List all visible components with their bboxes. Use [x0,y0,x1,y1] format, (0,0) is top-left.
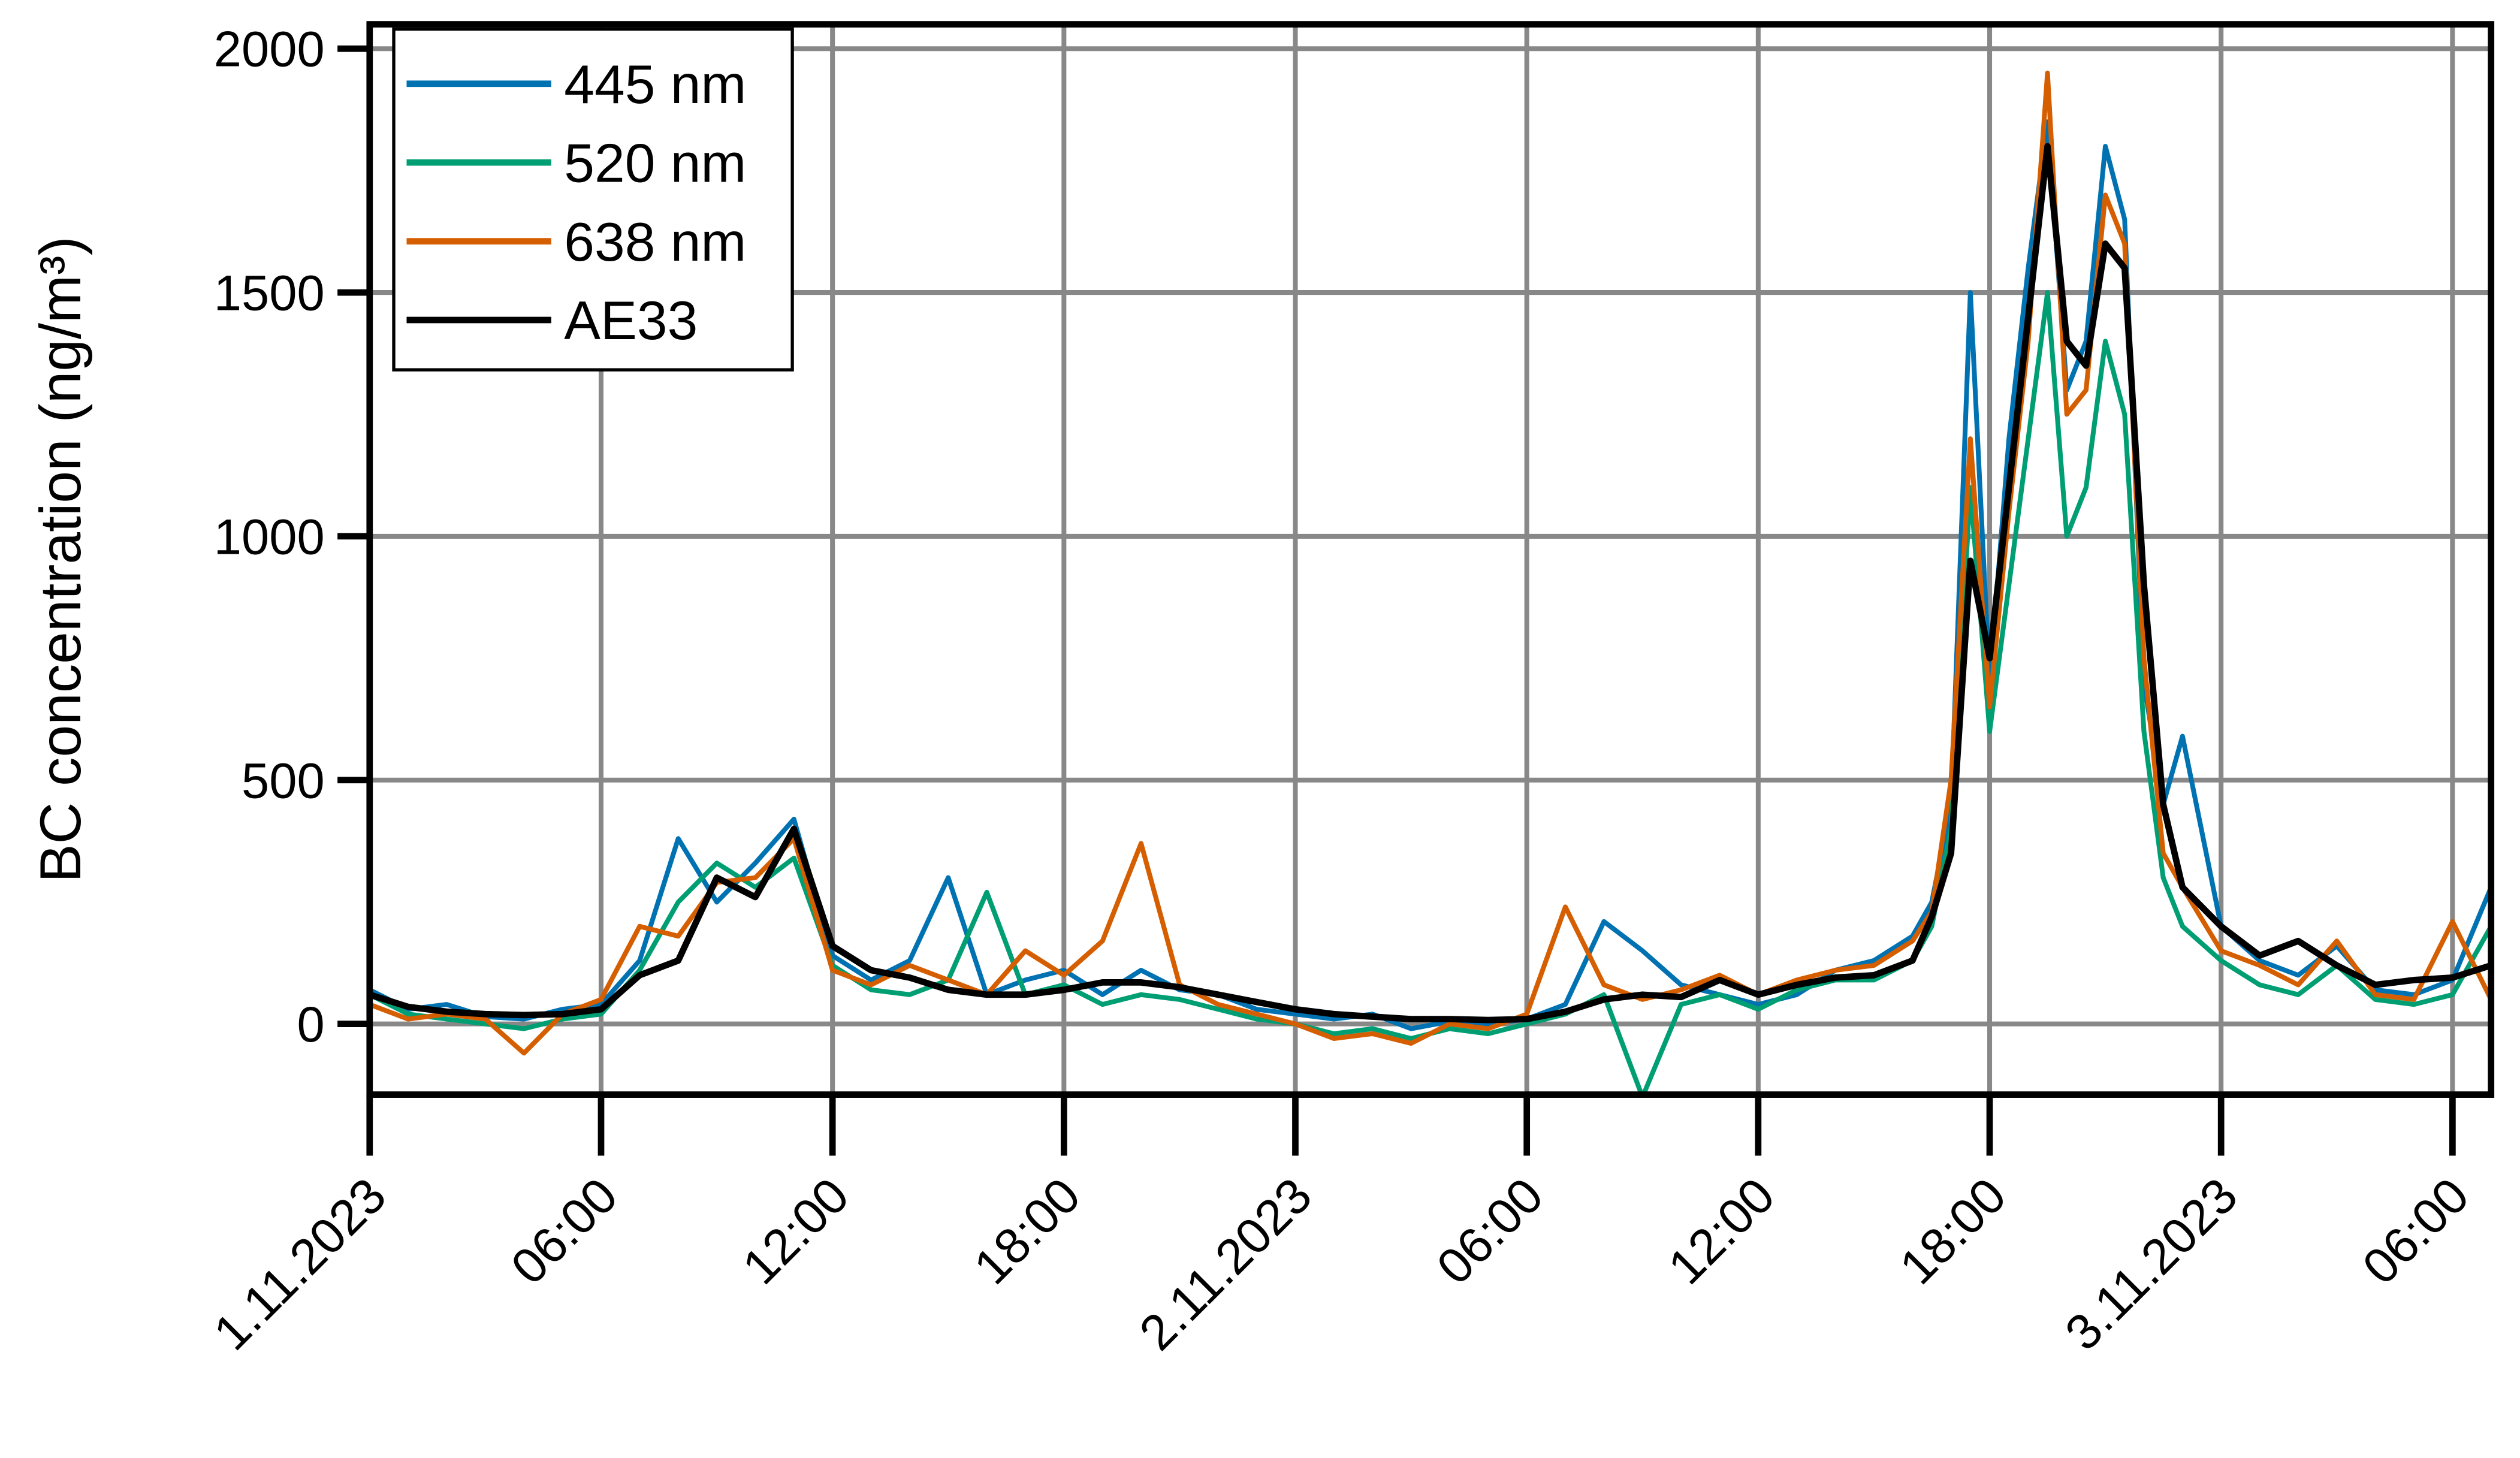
x-tick-label: 18:00 [1889,1167,2017,1295]
series-line [369,290,2491,1095]
series-line [369,143,2491,1024]
x-tick-label: 18:00 [963,1167,1091,1295]
y-tick-label: 0 [297,997,324,1052]
y-tick-label: 1000 [214,509,325,565]
x-tick-label: 2.11.2023 [1129,1167,1323,1361]
y-tick-label: 2000 [214,22,325,77]
x-tick-label: 06:00 [2352,1167,2479,1295]
x-tick-label: 1.11.2023 [203,1167,397,1361]
x-tick-label: 12:00 [732,1167,859,1295]
y-tick-label: 1500 [214,265,325,321]
x-tick-label: 06:00 [500,1167,628,1295]
x-tick-label: 06:00 [1426,1167,1554,1295]
legend-label: 638 nm [564,212,746,273]
y-axis-label: BC concentration (ng/m³) [29,236,93,882]
legend-label: AE33 [564,290,698,351]
x-tick-label: 3.11.2023 [2054,1167,2248,1361]
x-tick-label: 12:00 [1658,1167,1785,1295]
plot-frame [366,21,2495,1098]
legend-label: 520 nm [564,132,746,194]
y-tick-label: 500 [242,753,325,808]
legend-label: 445 nm [564,54,746,115]
